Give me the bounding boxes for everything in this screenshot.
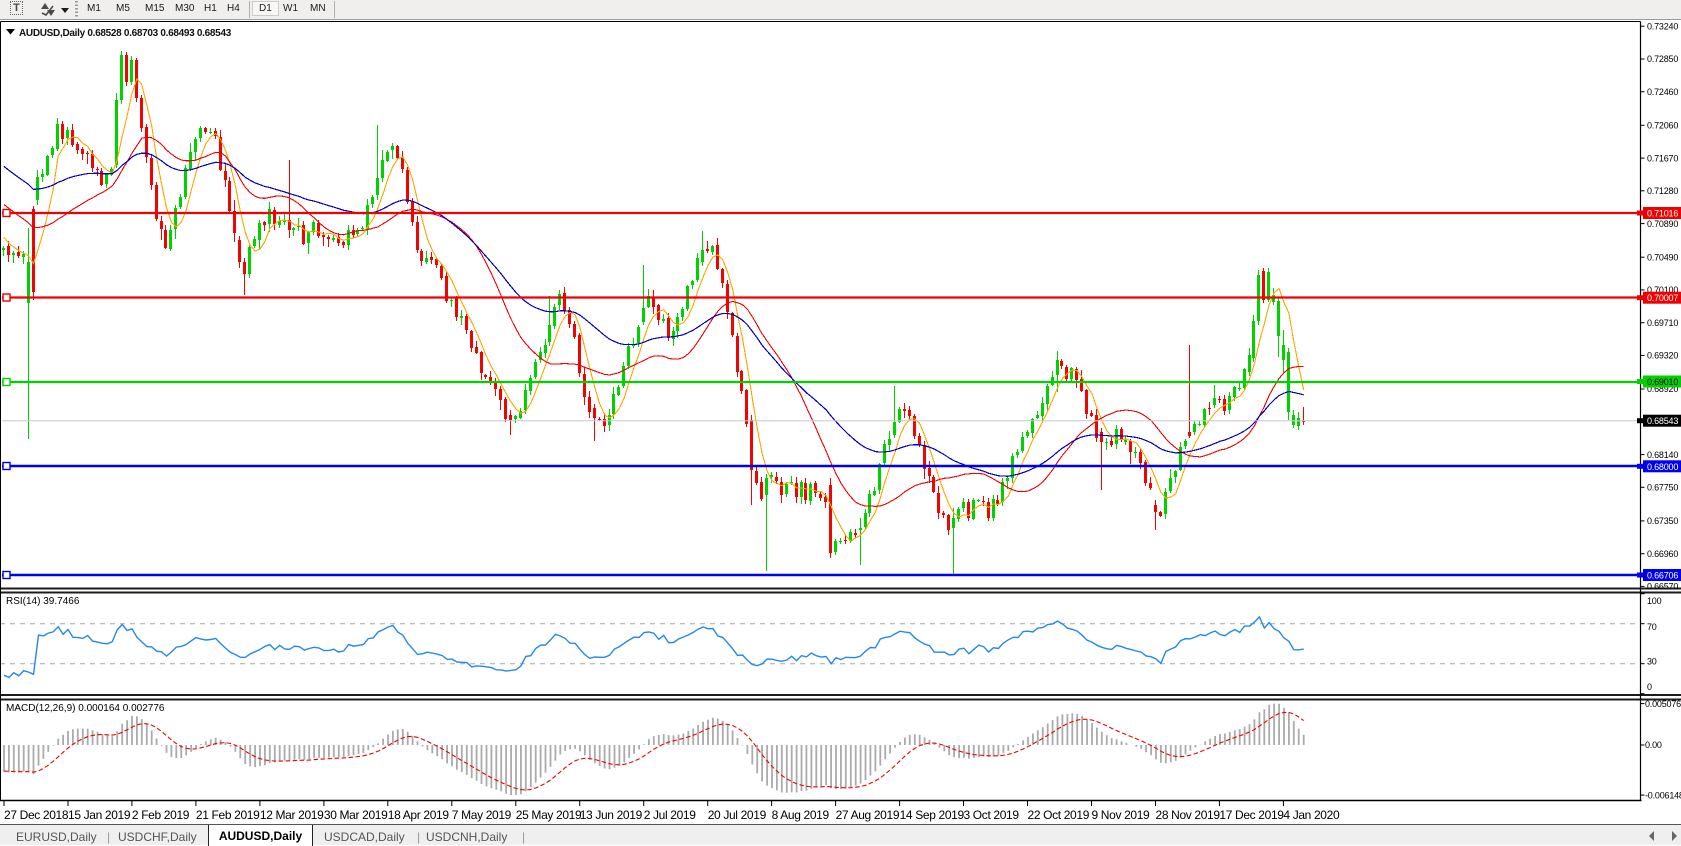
svg-text:0.69710: 0.69710	[1647, 318, 1678, 328]
svg-text:100: 100	[1647, 596, 1662, 606]
svg-text:17 Dec 2019: 17 Dec 2019	[1219, 808, 1284, 822]
svg-text:8 Aug 2019: 8 Aug 2019	[772, 808, 830, 822]
svg-text:25 May 2019: 25 May 2019	[516, 808, 582, 822]
svg-text:0.66960: 0.66960	[1647, 549, 1678, 559]
svg-text:0.73240: 0.73240	[1647, 21, 1678, 31]
svg-text:0.66570: 0.66570	[1647, 582, 1678, 592]
svg-text:27 Aug 2019: 27 Aug 2019	[836, 808, 900, 822]
svg-text:0.68000: 0.68000	[1647, 462, 1678, 472]
svg-text:3 Oct 2019: 3 Oct 2019	[964, 808, 1020, 822]
svg-text:0: 0	[1647, 682, 1652, 692]
svg-text:18 Apr 2019: 18 Apr 2019	[388, 808, 450, 822]
svg-text:14 Sep 2019: 14 Sep 2019	[900, 808, 965, 822]
svg-text:22 Oct 2019: 22 Oct 2019	[1028, 808, 1090, 822]
svg-text:20 Jul 2019: 20 Jul 2019	[708, 808, 767, 822]
svg-text:4 Jan 2020: 4 Jan 2020	[1283, 808, 1340, 822]
svg-text:28 Nov 2019: 28 Nov 2019	[1156, 808, 1221, 822]
svg-text:0.68140: 0.68140	[1647, 450, 1678, 460]
svg-text:0.69320: 0.69320	[1647, 351, 1678, 361]
svg-text:30 Mar 2019: 30 Mar 2019	[324, 808, 388, 822]
svg-text:0.68920: 0.68920	[1647, 384, 1678, 394]
svg-text:27 Dec 2018: 27 Dec 2018	[4, 808, 69, 822]
svg-text:0.67350: 0.67350	[1647, 516, 1678, 526]
svg-text:0.00: 0.00	[1645, 740, 1662, 750]
svg-text:0.70490: 0.70490	[1647, 252, 1678, 262]
svg-text:30: 30	[1647, 656, 1657, 666]
svg-text:13 Jun 2019: 13 Jun 2019	[580, 808, 643, 822]
svg-text:2 Jul 2019: 2 Jul 2019	[644, 808, 697, 822]
svg-text:RSI(14) 39.7466: RSI(14) 39.7466	[6, 596, 80, 607]
svg-text:0.71016: 0.71016	[1647, 209, 1678, 219]
svg-text:AUDUSD,Daily 0.68528 0.68703: AUDUSD,Daily 0.68528 0.68703 0.68493 0.6…	[19, 28, 232, 39]
svg-text:2 Feb 2019: 2 Feb 2019	[132, 808, 190, 822]
svg-text:0.72850: 0.72850	[1647, 54, 1678, 64]
svg-text:0.71280: 0.71280	[1647, 186, 1678, 196]
svg-text:-0.006148: -0.006148	[1645, 790, 1681, 800]
svg-text:15 Jan 2019: 15 Jan 2019	[68, 808, 131, 822]
svg-text:0.68543: 0.68543	[1647, 416, 1678, 426]
svg-text:7 May 2019: 7 May 2019	[452, 808, 512, 822]
svg-text:0.66706: 0.66706	[1647, 571, 1678, 581]
svg-text:0.72460: 0.72460	[1647, 87, 1678, 97]
svg-text:0.70100: 0.70100	[1647, 285, 1678, 295]
svg-text:0.70007: 0.70007	[1647, 293, 1678, 303]
svg-text:21 Feb 2019: 21 Feb 2019	[196, 808, 260, 822]
svg-text:9 Nov 2019: 9 Nov 2019	[1092, 808, 1151, 822]
svg-text:12 Mar 2019: 12 Mar 2019	[260, 808, 324, 822]
svg-text:0.005076: 0.005076	[1645, 699, 1681, 709]
svg-text:0.69010: 0.69010	[1647, 377, 1678, 387]
svg-text:MACD(12,26,9) 0.000164 0.00277: MACD(12,26,9) 0.000164 0.002776	[6, 703, 165, 714]
svg-text:70: 70	[1647, 622, 1657, 632]
svg-text:0.67750: 0.67750	[1647, 483, 1678, 493]
svg-text:0.70890: 0.70890	[1647, 219, 1678, 229]
svg-text:0.71670: 0.71670	[1647, 153, 1678, 163]
svg-text:0.72060: 0.72060	[1647, 121, 1678, 131]
